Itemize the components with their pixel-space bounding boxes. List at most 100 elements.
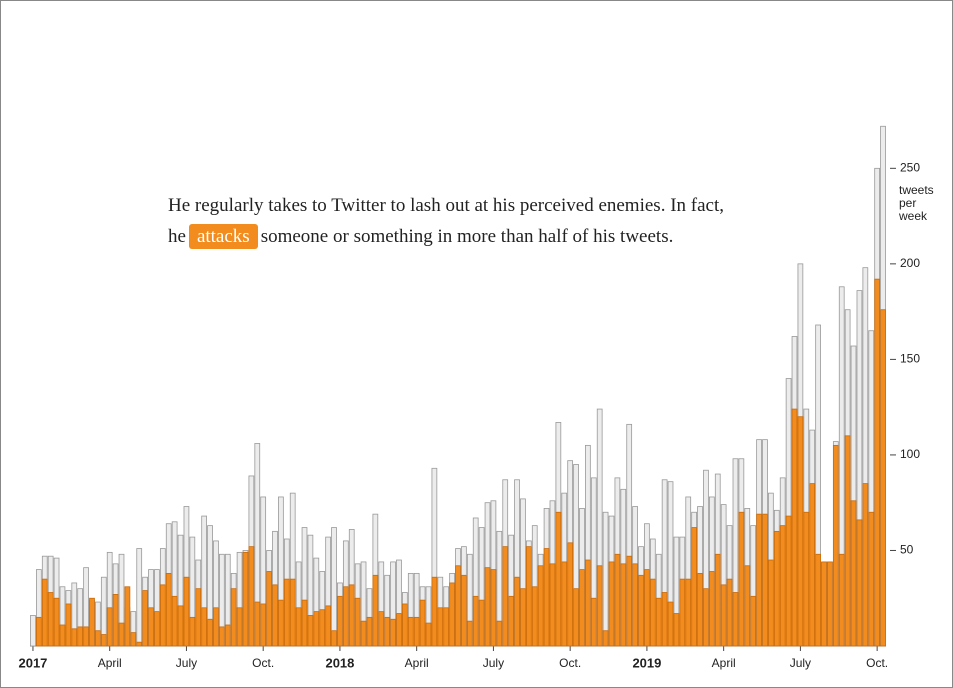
bar [514, 576, 520, 647]
bar [449, 582, 455, 647]
bar [390, 618, 396, 647]
x-tick-label: 2019 [632, 655, 661, 670]
bar [537, 565, 544, 647]
bar [762, 513, 768, 647]
bar [827, 561, 833, 647]
bar [177, 605, 184, 647]
bar [443, 607, 450, 647]
bar [53, 597, 60, 647]
bar [124, 586, 131, 647]
bar [508, 595, 514, 647]
bar [307, 615, 314, 647]
bar [496, 620, 503, 647]
bar [644, 569, 650, 647]
bar [620, 563, 627, 647]
bar [732, 592, 739, 647]
bar [655, 597, 662, 647]
bar [248, 546, 255, 647]
bar [71, 628, 78, 647]
bar [100, 634, 107, 647]
bar [431, 576, 438, 647]
bar [874, 278, 880, 647]
bar [720, 584, 727, 647]
bar [661, 592, 668, 647]
bar [791, 408, 798, 647]
bar [673, 613, 680, 647]
bar [278, 599, 284, 647]
bar [531, 586, 538, 647]
bar [36, 616, 42, 647]
bar [136, 548, 143, 647]
bar [407, 616, 414, 647]
bar [219, 626, 225, 647]
bar [785, 515, 792, 647]
bar [130, 632, 137, 647]
bar [272, 584, 278, 647]
bar [590, 597, 597, 647]
bar [213, 607, 219, 647]
bar [638, 574, 644, 647]
bar [437, 607, 444, 647]
bar [348, 584, 355, 647]
bar [118, 622, 125, 647]
bar [585, 559, 591, 647]
x-tick-label: 2017 [18, 655, 47, 670]
bar [466, 620, 473, 647]
bar [632, 563, 638, 647]
bar [850, 500, 857, 647]
bar [266, 571, 272, 647]
bar [455, 565, 461, 647]
bar [195, 588, 202, 647]
bar [366, 616, 373, 647]
bar [236, 607, 243, 647]
bar [384, 616, 391, 647]
x-tick-label: July [176, 656, 197, 670]
bar [602, 511, 609, 647]
bar [797, 416, 804, 647]
bar [738, 511, 745, 647]
bar [289, 578, 296, 647]
bar [337, 595, 343, 647]
bar [171, 595, 178, 647]
bar [354, 597, 361, 647]
attacks-button[interactable]: attacks [188, 224, 258, 249]
bar [803, 511, 810, 647]
bar [201, 607, 208, 647]
x-tick-label: Oct. [559, 656, 581, 670]
bar [207, 618, 213, 647]
bar [159, 584, 166, 647]
bar [708, 571, 715, 647]
y-axis-label: tweets per week [899, 183, 934, 223]
bar [360, 620, 367, 647]
bar [419, 599, 426, 647]
bar [142, 590, 148, 647]
bar [750, 595, 757, 647]
bar [756, 513, 762, 647]
bar [573, 588, 579, 647]
y-tick-label: 250 [900, 160, 920, 174]
bar [402, 603, 408, 647]
bar [697, 572, 703, 647]
bar [579, 569, 585, 647]
bar [838, 553, 845, 647]
bar [136, 641, 143, 647]
bar [520, 588, 526, 647]
bar [106, 607, 113, 647]
bar [461, 574, 467, 647]
bar [77, 626, 84, 647]
bar [254, 601, 261, 647]
bar [95, 630, 101, 647]
bar [679, 578, 686, 647]
bar [378, 611, 385, 647]
bar [242, 551, 249, 647]
annotation-text: someone or something in more than half o… [260, 226, 674, 247]
bar [667, 601, 674, 647]
bar [283, 578, 290, 647]
bar [555, 511, 562, 647]
bar [295, 607, 302, 647]
bar [844, 435, 851, 647]
bar [614, 553, 621, 647]
bar [183, 576, 190, 647]
